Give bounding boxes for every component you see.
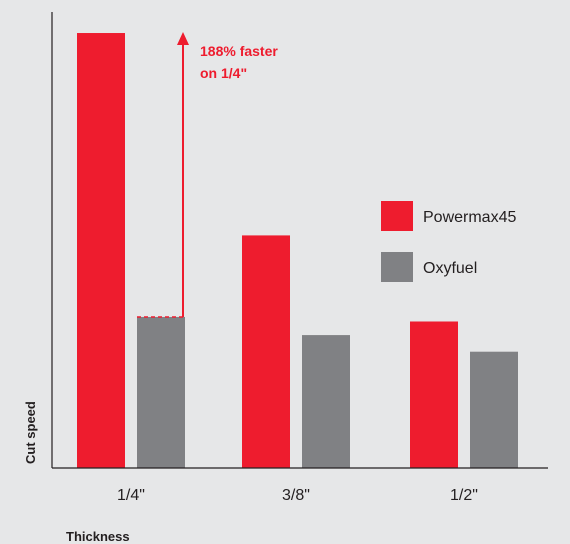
annotation-text-line-2: on 1/4" — [200, 65, 247, 81]
legend-label-oxyfuel: Oxyfuel — [423, 260, 477, 277]
x-tick-labels: 1/4" 3/8" 1/2" — [117, 487, 478, 504]
x-tick-label: 1/4" — [117, 487, 145, 504]
legend-swatch-oxyfuel — [381, 252, 413, 282]
bar-oxyfuel-2 — [302, 335, 350, 468]
bar-oxyfuel-1 — [137, 316, 185, 468]
x-tick-label: 3/8" — [282, 487, 310, 504]
legend-swatch-powermax45 — [381, 201, 413, 231]
annotation-arrow-head — [177, 32, 189, 46]
legend: Powermax45 Oxyfuel — [381, 201, 516, 282]
x-tick-label: 1/2" — [450, 487, 478, 504]
y-axis-title: Cut speed — [23, 401, 38, 464]
bar-oxyfuel-3 — [470, 351, 518, 468]
bar-powermax45-2 — [242, 235, 290, 468]
legend-label-powermax45: Powermax45 — [423, 209, 516, 226]
annotation-text-line-1: 188% faster — [200, 43, 278, 59]
annotation-group: 188% faster on 1/4" — [137, 32, 278, 318]
bars-group — [77, 33, 518, 468]
x-axis-title: Thickness — [66, 529, 130, 544]
bar-powermax45-3 — [410, 321, 458, 468]
bar-powermax45-1 — [77, 33, 125, 468]
